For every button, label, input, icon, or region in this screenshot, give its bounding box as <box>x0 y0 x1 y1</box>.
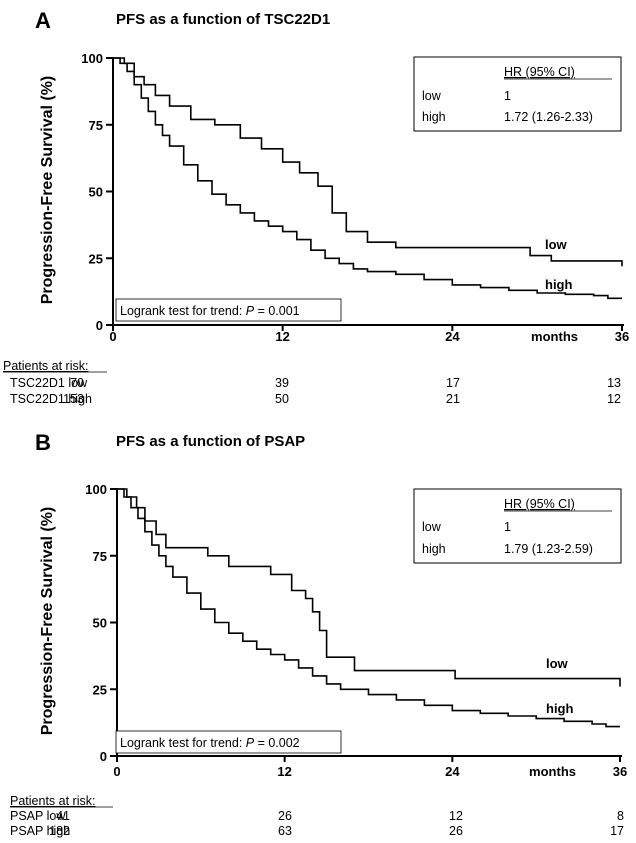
hr-row-value: 1 <box>504 89 511 103</box>
risk-count: 12 <box>607 392 621 406</box>
series-label-low: low <box>546 656 569 671</box>
x-tick-label: 12 <box>277 764 291 779</box>
hazard-ratio-table: HR (95% CI) low 1 high 1.72 (1.26-2.33) <box>413 56 622 132</box>
x-ticks: 0 12 24 36 <box>113 756 627 779</box>
y-tick-label: 0 <box>96 318 103 333</box>
risk-heading: Patients at risk: <box>10 794 95 808</box>
y-tick-label: 75 <box>89 118 103 133</box>
x-axis-unit: months <box>529 764 576 779</box>
risk-count: 50 <box>275 392 289 406</box>
logrank-p-value: = 0.001 <box>254 304 300 318</box>
hr-header: HR (95% CI) <box>504 65 575 79</box>
hazard-ratio-table: HR (95% CI) low 1 high 1.79 (1.23-2.59) <box>413 488 622 564</box>
logrank-text: Logrank test for trend: P = 0.001 <box>120 304 300 318</box>
risk-row-label: PSAP high <box>10 824 70 838</box>
panel-a: A PFS as a function of TSC22D1 Progressi… <box>3 8 629 406</box>
km-curves <box>113 57 623 300</box>
panel-title: PFS as a function of TSC22D1 <box>116 11 330 28</box>
risk-row-label: TSC22D1 low <box>10 376 88 390</box>
logrank-p-value: = 0.002 <box>254 736 300 750</box>
km-curve-high <box>117 488 620 728</box>
series-label-high: high <box>545 277 572 292</box>
y-tick-label: 100 <box>81 51 103 66</box>
hr-row-value: 1.79 (1.23-2.59) <box>504 542 593 556</box>
risk-row-label: TSC22D1 high <box>10 392 92 406</box>
panel-title: PFS as a function of PSAP <box>116 433 305 450</box>
x-tick-label: 0 <box>113 764 120 779</box>
risk-count: 21 <box>446 392 460 406</box>
hr-header: HR (95% CI) <box>504 497 575 511</box>
y-tick-label: 25 <box>89 251 103 266</box>
hr-row-group: high <box>422 110 446 124</box>
y-tick-label: 100 <box>85 482 107 497</box>
km-curve-low <box>117 488 621 687</box>
y-tick-label: 0 <box>100 749 107 764</box>
panel-letter: B <box>35 430 51 455</box>
x-axis-unit: months <box>531 329 578 344</box>
y-tick-label: 75 <box>93 549 107 564</box>
y-axis-label: Progression-Free Survival (%) <box>39 76 56 305</box>
risk-table: Patients at risk: PSAP low PSAP high 41 2… <box>10 794 624 838</box>
km-curves <box>117 488 621 728</box>
logrank-p-symbol: P <box>246 736 255 750</box>
risk-count: 153 <box>63 392 84 406</box>
km-curve-high <box>113 57 622 300</box>
panel-letter: A <box>35 8 51 33</box>
logrank-box: Logrank test for trend: P = 0.001 <box>115 298 342 322</box>
risk-count: 63 <box>278 824 292 838</box>
risk-heading: Patients at risk: <box>3 359 88 373</box>
y-ticks: 0 25 50 75 100 <box>81 51 113 333</box>
risk-row-label: PSAP low <box>10 809 66 823</box>
risk-count: 17 <box>446 376 460 390</box>
risk-counts: 70 39 17 13 153 50 21 12 <box>63 376 621 406</box>
x-ticks: 0 12 24 36 <box>109 325 629 344</box>
logrank-p-symbol: P <box>246 304 255 318</box>
x-tick-label: 24 <box>445 329 460 344</box>
logrank-prefix: Logrank test for trend: <box>120 736 246 750</box>
risk-count: 26 <box>278 809 292 823</box>
logrank-text: Logrank test for trend: P = 0.002 <box>120 736 300 750</box>
x-tick-label: 36 <box>613 764 627 779</box>
x-tick-label: 24 <box>445 764 460 779</box>
y-tick-label: 25 <box>93 682 107 697</box>
km-curve-low <box>113 57 623 267</box>
y-ticks: 0 25 50 75 100 <box>85 482 117 764</box>
x-tick-label: 0 <box>109 329 116 344</box>
risk-count: 17 <box>610 824 624 838</box>
risk-table: Patients at risk: TSC22D1 low TSC22D1 hi… <box>3 359 621 406</box>
risk-count: 8 <box>617 809 624 823</box>
x-tick-label: 36 <box>615 329 629 344</box>
risk-count: 26 <box>449 824 463 838</box>
hr-row-group: high <box>422 542 446 556</box>
logrank-prefix: Logrank test for trend: <box>120 304 246 318</box>
hr-row-group: low <box>422 89 442 103</box>
risk-count: 70 <box>70 376 84 390</box>
risk-count: 182 <box>49 824 70 838</box>
y-tick-label: 50 <box>93 616 107 631</box>
risk-count: 39 <box>275 376 289 390</box>
x-tick-label: 12 <box>275 329 289 344</box>
hr-row-value: 1.72 (1.26-2.33) <box>504 110 593 124</box>
risk-count: 13 <box>607 376 621 390</box>
hr-row-value: 1 <box>504 520 511 534</box>
risk-count: 41 <box>56 809 70 823</box>
risk-count: 12 <box>449 809 463 823</box>
series-label-high: high <box>546 701 573 716</box>
panel-b: B PFS as a function of PSAP Progression-… <box>10 430 627 838</box>
hr-row-group: low <box>422 520 442 534</box>
y-axis-label: Progression-Free Survival (%) <box>39 507 56 736</box>
logrank-box: Logrank test for trend: P = 0.002 <box>115 730 342 754</box>
y-tick-label: 50 <box>89 185 103 200</box>
series-label-low: low <box>545 237 568 252</box>
